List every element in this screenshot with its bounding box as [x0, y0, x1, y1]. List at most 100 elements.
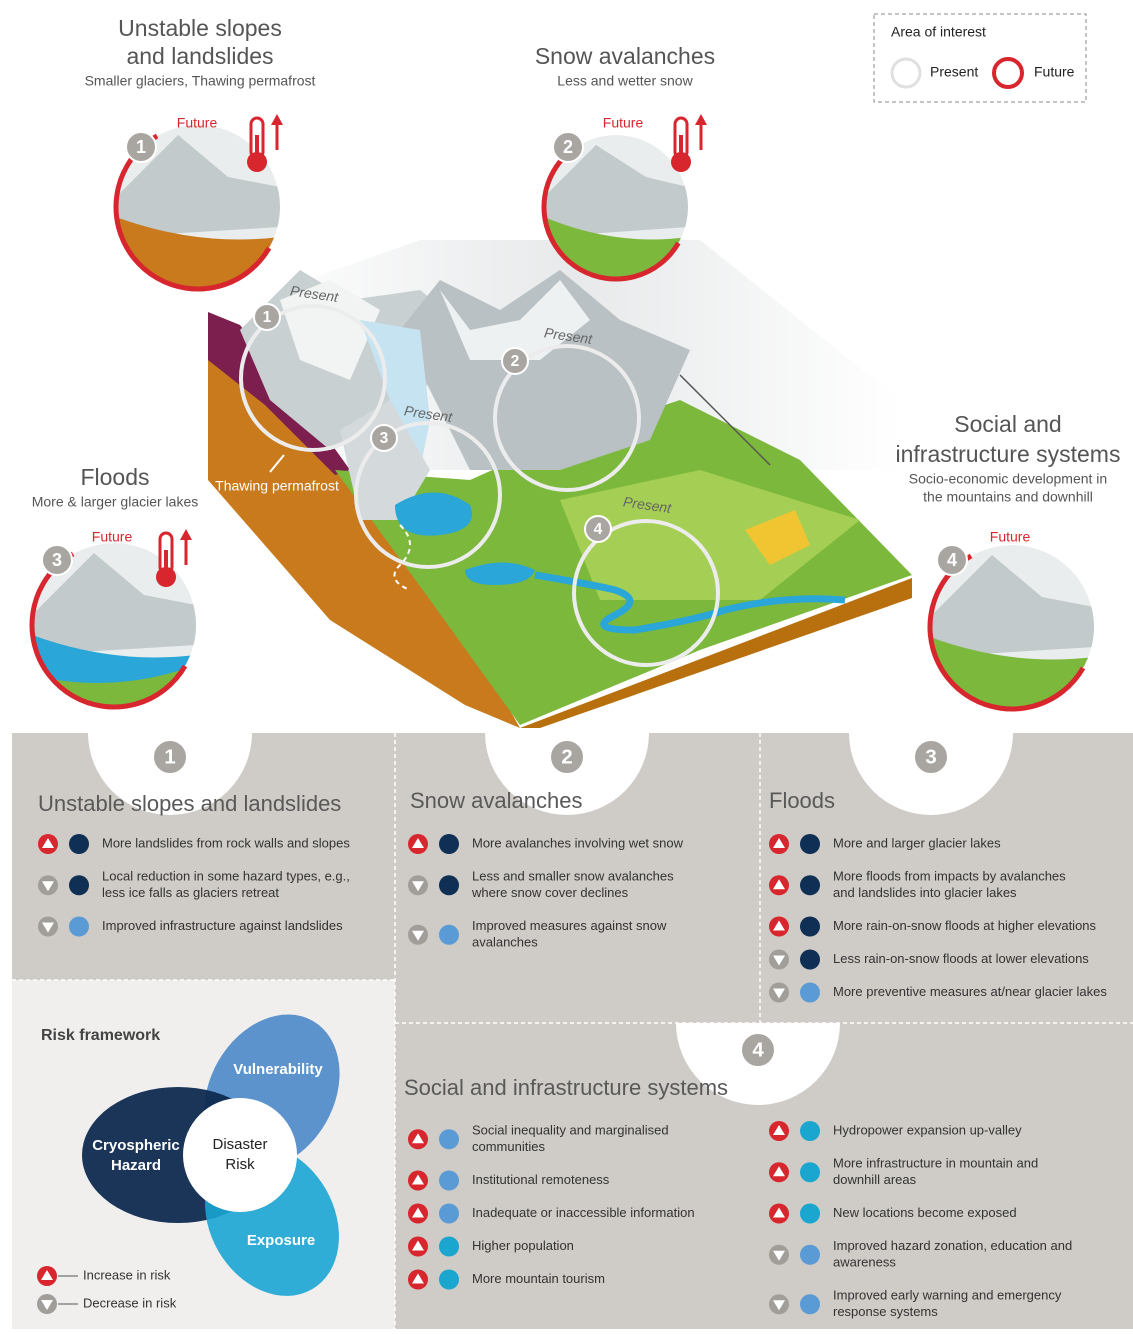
item-text: More landslides from rock walls and slop… — [102, 835, 350, 850]
scene-ground — [116, 217, 280, 289]
item-text: less ice falls as glaciers retreat — [102, 885, 279, 900]
legend-box — [873, 13, 1087, 103]
thermometer-bulb — [671, 152, 691, 172]
trend-icon-arrow — [42, 922, 54, 933]
increase-icon-arrow — [41, 1270, 53, 1280]
risk-label: Disaster — [212, 1136, 267, 1153]
thermometer-bulb — [247, 152, 267, 172]
item-text: Institutional remoteness — [472, 1172, 610, 1187]
trend-icon-arrow — [412, 1207, 424, 1218]
type-dot — [439, 1203, 459, 1224]
trend-icon-arrow — [773, 1166, 785, 1177]
risk-core — [183, 1098, 297, 1212]
trend-icon-arrow — [42, 881, 54, 892]
number-badge — [740, 1032, 776, 1068]
legend-future-icon — [992, 57, 1024, 89]
type-dot — [800, 1162, 820, 1183]
trend-icon-arrow — [412, 881, 424, 892]
cable — [679, 374, 771, 466]
future-ring — [113, 122, 283, 292]
future-ring — [29, 540, 199, 710]
item-text: More rain-on-snow floods at higher eleva… — [833, 918, 1097, 933]
panel-title: Social and infrastructure systems — [404, 1075, 728, 1100]
trend-icon-arrow — [773, 1300, 785, 1311]
annotation: Thawing permafrost — [215, 478, 339, 494]
type-dot — [439, 1269, 459, 1290]
number: 4 — [947, 550, 957, 570]
scene-ground — [930, 637, 1094, 709]
number: 1 — [164, 746, 175, 768]
trend-icon-arrow — [773, 988, 785, 999]
callout-subtitle: Smaller glaciers, Thawing permafrost — [85, 73, 316, 89]
item-text: Improved infrastructure against landslid… — [102, 918, 343, 933]
item-text: More preventive measures at/near glacier… — [833, 984, 1107, 999]
trend-icon-arrow — [412, 1273, 424, 1284]
vulnerability-label: Vulnerability — [233, 1061, 323, 1078]
present-label: Present — [289, 282, 340, 305]
warming-arrowhead — [695, 114, 707, 125]
scene-mountain — [32, 553, 196, 655]
future-label: Future — [603, 115, 644, 131]
item-text: where snow cover declines — [471, 885, 629, 900]
present-label: Present — [622, 493, 673, 516]
number: 3 — [52, 550, 62, 570]
thermometer-level — [679, 135, 683, 160]
type-dot — [439, 924, 459, 945]
present-circle — [239, 304, 387, 452]
callout-title: Social and — [954, 411, 1061, 437]
number-badge — [41, 544, 73, 576]
increase-legend: Increase in risk — [83, 1267, 171, 1282]
item-text: More avalanches involving wet snow — [472, 835, 684, 850]
item-text: Social inequality and marginalised — [472, 1122, 669, 1137]
present-circle — [354, 421, 502, 569]
legend-title: Area of interest — [891, 24, 986, 40]
present-circle — [572, 519, 720, 667]
number: 2 — [561, 746, 572, 768]
legend-present: Present — [930, 64, 978, 80]
lake — [465, 562, 535, 585]
type-dot — [800, 982, 820, 1003]
type-dot — [800, 1121, 820, 1141]
number: 2 — [563, 137, 573, 157]
callout-title: and landslides — [126, 43, 273, 69]
item-text: response systems — [833, 1304, 938, 1319]
number-badge — [152, 739, 188, 775]
scene-mountain — [116, 135, 280, 237]
number: 3 — [380, 430, 389, 447]
item-text: Local reduction in some hazard types, e.… — [102, 868, 350, 883]
risk-label: Risk — [225, 1156, 255, 1173]
type-dot — [800, 1294, 820, 1315]
thermometer-level — [255, 135, 259, 160]
future-label: Future — [177, 115, 218, 131]
type-dot — [439, 834, 459, 854]
river — [534, 571, 846, 634]
number: 4 — [752, 1039, 764, 1061]
trend-icon-arrow — [773, 838, 785, 848]
mountain — [400, 270, 690, 470]
trend-icon-arrow — [412, 1174, 424, 1185]
callout-subtitle: Socio-economic development in — [909, 471, 1107, 487]
item-text: More mountain tourism — [472, 1271, 605, 1286]
scene-ground — [544, 217, 688, 279]
type-dot — [439, 1129, 459, 1150]
callout-subtitle: the mountains and downhill — [923, 489, 1093, 505]
exposure-label: Exposure — [247, 1232, 315, 1249]
callout-subtitle: More & larger glacier lakes — [32, 494, 199, 510]
item-text: Inadequate or inaccessible information — [472, 1205, 695, 1220]
future-label: Future — [990, 529, 1031, 545]
trend-icon-arrow — [773, 1207, 785, 1218]
annotation-arrow — [269, 454, 285, 473]
thermometer-bulb — [156, 567, 176, 587]
present-label: Present — [403, 402, 454, 425]
item-text: More floods from impacts by avalanches — [833, 868, 1066, 883]
scene-mountain — [544, 145, 688, 237]
legend-present-icon — [890, 57, 922, 89]
type-dot — [439, 875, 459, 896]
trend-icon-arrow — [773, 955, 785, 966]
warming-arrowhead — [271, 114, 283, 125]
decrease-legend: Decrease in risk — [83, 1295, 177, 1310]
number-badge — [253, 303, 281, 331]
warming-arrowhead — [180, 529, 192, 540]
number-badge — [549, 739, 585, 775]
